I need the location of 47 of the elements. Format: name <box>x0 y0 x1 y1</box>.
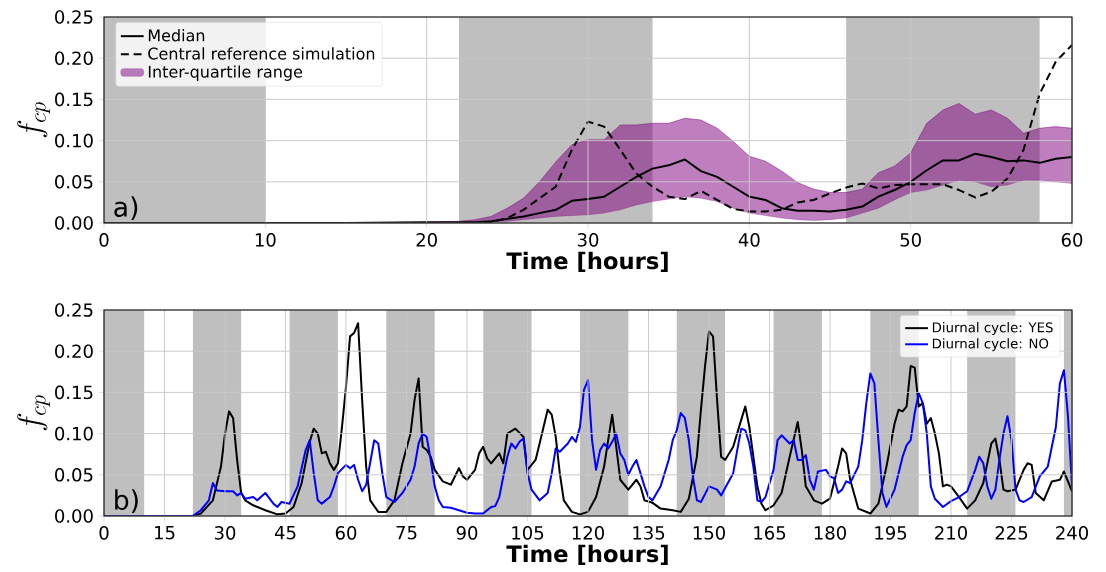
x-tick-label: 60 <box>335 526 357 540</box>
y-tick-label: 0.05 <box>55 175 93 189</box>
x-tick-label: 180 <box>814 526 846 540</box>
y-tick-label: 0.25 <box>55 303 93 317</box>
legend-label: Diurnal cycle: NO <box>932 338 1049 352</box>
legend-label: Diurnal cycle: YES <box>932 322 1053 335</box>
x-tick-label: 240 <box>1056 526 1088 540</box>
y-tick-label: 0.00 <box>55 509 93 523</box>
x-tick-label: 135 <box>633 526 665 540</box>
legend-label: Inter-quartile range <box>148 65 303 81</box>
x-axis-title: Time [hours] <box>506 251 668 273</box>
x-tick-label: 15 <box>155 526 175 540</box>
x-tick-label: 195 <box>875 526 907 540</box>
x-tick-label: 30 <box>214 526 236 540</box>
x-tick-label: 20 <box>416 233 437 247</box>
x-tick-label: 120 <box>572 526 604 540</box>
x-tick-label: 45 <box>274 526 296 540</box>
x-tick-label: 90 <box>456 526 478 540</box>
y-tick-label: 0.25 <box>55 10 93 24</box>
x-tick-label: 40 <box>738 233 760 247</box>
x-tick-label: 210 <box>935 526 967 540</box>
y-tick-label: 0.15 <box>55 385 93 400</box>
x-tick-label: 50 <box>900 233 921 247</box>
x-tick-label: 60 <box>1061 233 1083 247</box>
y-tick-label: 0.20 <box>55 344 93 359</box>
y-tick-label: 0.10 <box>55 133 93 148</box>
x-axis-title: Time [hours] <box>506 544 668 566</box>
y-axis-title: $f_{cp}$ <box>17 395 51 431</box>
annotation: b) <box>115 489 138 514</box>
x-tick-label: 105 <box>512 526 544 540</box>
y-tick-label: 0.20 <box>55 51 93 66</box>
y-tick-label: 0.10 <box>55 426 93 441</box>
x-tick-label: 225 <box>995 526 1028 540</box>
legend-label: Median <box>148 29 205 42</box>
y-tick-label: 0.05 <box>55 468 93 482</box>
x-tick-label: 165 <box>754 526 786 540</box>
x-tick-label: 10 <box>255 233 276 247</box>
x-tick-label: 0 <box>99 526 109 540</box>
y-axis-title: $f_{cp}$ <box>17 102 51 138</box>
x-tick-label: 0 <box>99 233 109 247</box>
x-tick-label: 30 <box>577 233 599 247</box>
y-tick-label: 0.15 <box>55 92 93 107</box>
y-tick-label: 0.00 <box>55 216 93 230</box>
x-tick-label: 75 <box>396 526 417 540</box>
annotation: a) <box>114 196 138 221</box>
x-tick-label: 150 <box>693 526 725 540</box>
legend-label: Central reference simulation <box>148 47 375 60</box>
